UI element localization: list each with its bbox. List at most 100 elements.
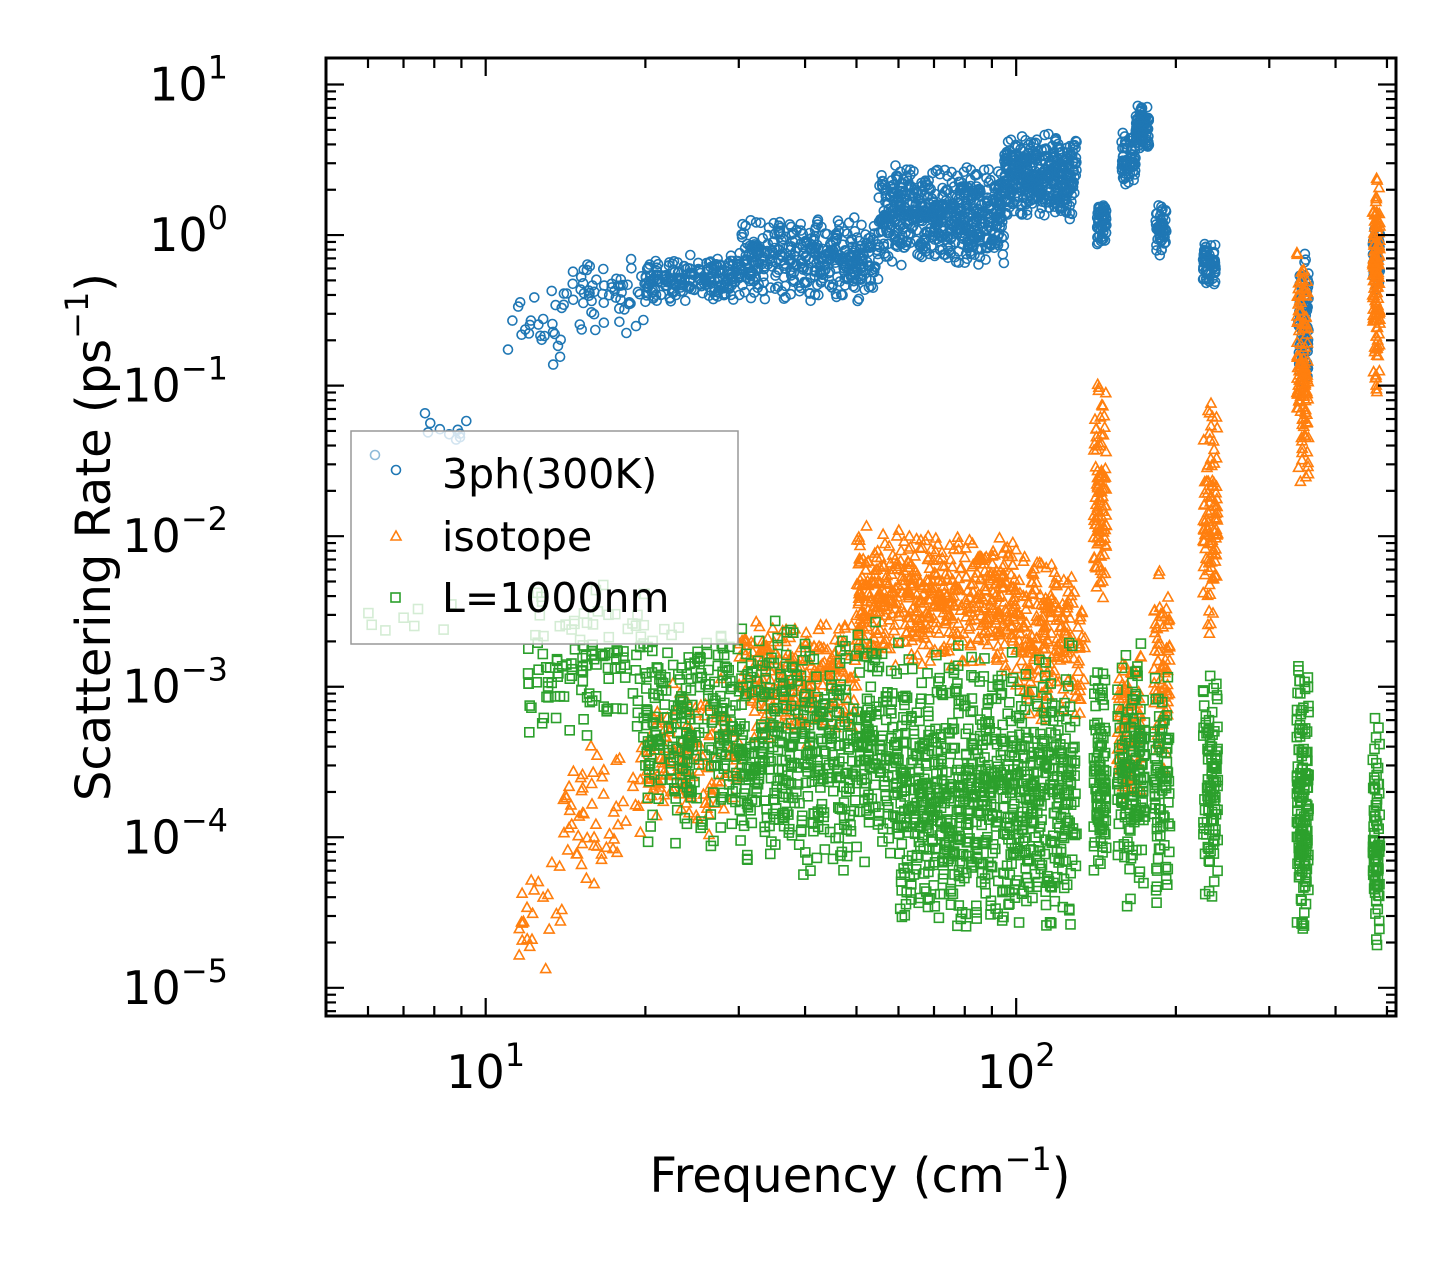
data-point [585, 797, 599, 809]
data-point [588, 308, 600, 320]
data-point [586, 765, 600, 778]
data-point [846, 234, 858, 245]
data-point [778, 293, 790, 305]
data-point [684, 274, 695, 286]
data-point [555, 334, 567, 346]
data-point [670, 837, 681, 849]
data-point [769, 283, 781, 295]
data-point [764, 848, 776, 860]
data-point [692, 764, 706, 776]
data-point [745, 292, 757, 304]
data-point [649, 284, 661, 296]
data-point [577, 297, 589, 309]
data-point [542, 922, 556, 934]
data-point [839, 273, 850, 284]
data-point [585, 776, 599, 789]
data-point [835, 289, 847, 300]
data-point [567, 294, 579, 306]
data-point [550, 299, 561, 311]
data-point [502, 344, 514, 355]
data-point [736, 231, 748, 243]
data-point [610, 292, 622, 303]
data-point [770, 257, 782, 268]
data-point [966, 536, 979, 549]
data-point [701, 279, 713, 290]
data-point [780, 231, 791, 243]
data-point [614, 316, 625, 328]
data-point [625, 298, 636, 309]
data-point [876, 527, 890, 540]
data-point [523, 328, 535, 339]
data-point [603, 673, 615, 685]
data-point [849, 794, 861, 806]
data-point [737, 218, 748, 230]
data-point [520, 900, 534, 913]
data-point [645, 821, 657, 832]
data-point [774, 216, 786, 228]
data-point [855, 240, 866, 252]
data-point [561, 843, 575, 855]
data-point [853, 235, 865, 247]
data-point [546, 285, 558, 297]
data-point [650, 289, 662, 301]
data-point [843, 217, 855, 228]
data-point [797, 228, 809, 240]
data-point [554, 351, 566, 363]
data-point [537, 313, 549, 325]
data-point [786, 229, 798, 240]
data-point [769, 242, 780, 254]
data-point [756, 258, 768, 270]
data-point [757, 270, 769, 282]
data-point [739, 286, 751, 298]
data-point [864, 695, 876, 707]
data-point [598, 317, 610, 329]
data-point [710, 258, 722, 270]
data-point [676, 272, 688, 284]
data-point [768, 236, 780, 247]
data-point [589, 817, 603, 830]
data-point [848, 212, 860, 223]
data-point [533, 319, 544, 330]
data-point [693, 263, 704, 275]
data-point [522, 668, 534, 679]
data-point [667, 659, 679, 671]
data-point [810, 244, 821, 255]
data-point [577, 676, 589, 687]
data-point [1203, 626, 1216, 639]
data-point [883, 832, 895, 844]
data-point [682, 262, 693, 274]
data-point [581, 730, 593, 741]
data-point [861, 693, 873, 705]
data-point [993, 531, 1006, 543]
data-point [555, 902, 569, 915]
data-point [824, 826, 836, 838]
data-point [641, 263, 653, 275]
data-point [859, 856, 870, 868]
data-point [701, 257, 712, 269]
data-point [833, 225, 844, 237]
data-point [694, 264, 705, 276]
data-point [757, 233, 769, 244]
data-point [567, 266, 579, 278]
data-point [528, 292, 540, 303]
data-point [804, 227, 816, 239]
data-point [597, 787, 610, 799]
data-point [832, 252, 843, 264]
data-point [997, 249, 1009, 260]
data-point [584, 739, 598, 751]
data-point [575, 271, 587, 283]
data-point [558, 299, 570, 311]
data-point [853, 293, 865, 305]
data-point [663, 260, 675, 271]
data-point [780, 263, 791, 275]
data-point [607, 805, 621, 817]
data-point [688, 284, 700, 295]
data-point [727, 255, 739, 267]
data-point [642, 836, 654, 848]
data-point [715, 822, 727, 833]
data-point [419, 407, 431, 419]
data-point [770, 270, 781, 281]
data-point [818, 823, 830, 835]
data-point [598, 280, 610, 291]
data-point [619, 672, 631, 683]
